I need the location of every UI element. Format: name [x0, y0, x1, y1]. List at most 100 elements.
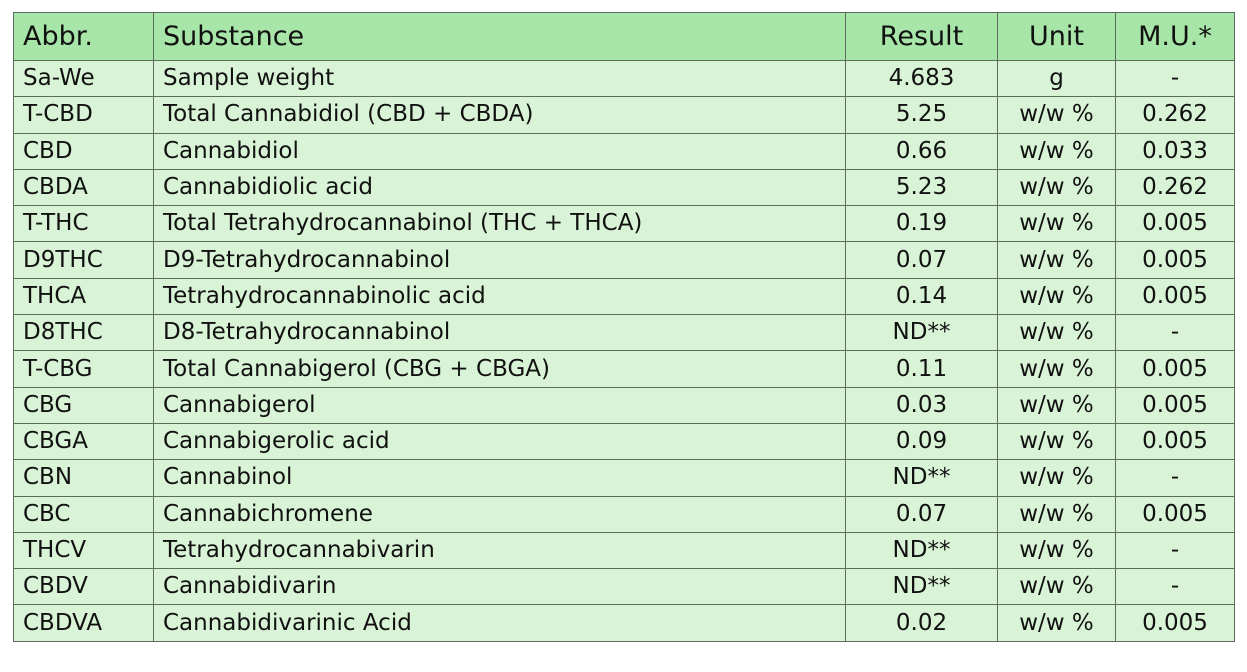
- cell-result: 0.02: [845, 604, 998, 642]
- header-result: Result: [845, 12, 998, 61]
- cell-substance: Total Tetrahydrocannabinol (THC + THCA): [153, 205, 846, 243]
- cell-unit: w/w %: [997, 459, 1116, 497]
- cell-unit: w/w %: [997, 132, 1116, 170]
- cell-mu: 0.033: [1115, 132, 1235, 170]
- table-row: CBN Cannabinol ND** w/w % -: [13, 459, 1235, 497]
- cell-abbr: CBG: [13, 386, 154, 424]
- cell-substance: Cannabichromene: [153, 495, 846, 533]
- cell-abbr: CBDVA: [13, 604, 154, 642]
- cell-result: ND**: [845, 531, 998, 570]
- cell-substance: Cannabinol: [153, 459, 846, 497]
- cell-unit: w/w %: [997, 386, 1116, 424]
- table-row: D9THC D9-Tetrahydrocannabinol 0.07 w/w % 0.0…: [13, 241, 1235, 279]
- cell-mu: 0.005: [1115, 277, 1235, 316]
- cell-result: 4.683: [845, 59, 998, 98]
- table-row: THCA Tetrahydrocannabinolic acid 0.14 w/w %…: [13, 277, 1235, 316]
- cell-substance: Tetrahydrocannabinolic acid: [153, 277, 846, 316]
- cell-mu: -: [1115, 531, 1235, 570]
- cell-unit: g: [997, 59, 1116, 98]
- cell-unit: w/w %: [997, 568, 1116, 606]
- cell-mu: 0.262: [1115, 168, 1235, 207]
- cell-substance: Total Cannabidiol (CBD + CBDA): [153, 96, 846, 134]
- cell-unit: w/w %: [997, 531, 1116, 570]
- cell-substance: Cannabigerolic acid: [153, 422, 846, 461]
- cell-unit: w/w %: [997, 168, 1116, 207]
- cell-unit: w/w %: [997, 350, 1116, 388]
- cell-abbr: T-CBD: [13, 96, 154, 134]
- cell-abbr: THCV: [13, 531, 154, 570]
- cell-result: 0.66: [845, 132, 998, 170]
- cell-mu: -: [1115, 568, 1235, 606]
- cell-mu: 0.262: [1115, 96, 1235, 134]
- cell-mu: 0.005: [1115, 350, 1235, 388]
- header-mu: M.U.*: [1115, 12, 1235, 61]
- table-row: THCV Tetrahydrocannabivarin ND** w/w % -: [13, 531, 1235, 570]
- cell-substance: Cannabigerol: [153, 386, 846, 424]
- table-row: CBC Cannabichromene 0.07 w/w % 0.005: [13, 495, 1235, 533]
- cell-result: 0.19: [845, 205, 998, 243]
- cell-abbr: CBGA: [13, 422, 154, 461]
- cell-substance: Total Cannabigerol (CBG + CBGA): [153, 350, 846, 388]
- cell-substance: Cannabidiol: [153, 132, 846, 170]
- header-abbr: Abbr.: [13, 12, 154, 61]
- results-sheet: Abbr. Substance Result Unit M.U.* Sa-We S…: [13, 12, 1235, 642]
- table-row: CBDVA Cannabidivarinic Acid 0.02 w/w % 0.005: [13, 604, 1235, 642]
- cell-mu: 0.005: [1115, 422, 1235, 461]
- cell-unit: w/w %: [997, 96, 1116, 134]
- cell-result: 0.14: [845, 277, 998, 316]
- cell-substance: Tetrahydrocannabivarin: [153, 531, 846, 570]
- table-row: CBGA Cannabigerolic acid 0.09 w/w % 0.005: [13, 422, 1235, 461]
- cell-abbr: CBN: [13, 459, 154, 497]
- cell-abbr: T-THC: [13, 205, 154, 243]
- table-row: T-CBG Total Cannabigerol (CBG + CBGA) 0.11…: [13, 350, 1235, 388]
- cannabinoid-results-table: Abbr. Substance Result Unit M.U.* Sa-We S…: [13, 12, 1235, 642]
- cell-substance: Cannabidivarin: [153, 568, 846, 606]
- cell-result: 5.25: [845, 96, 998, 134]
- cell-result: ND**: [845, 568, 998, 606]
- table-row: D8THC D8-Tetrahydrocannabinol ND** w/w % -: [13, 314, 1235, 352]
- cell-unit: w/w %: [997, 422, 1116, 461]
- cell-result: 0.03: [845, 386, 998, 424]
- cell-mu: 0.005: [1115, 241, 1235, 279]
- cell-mu: -: [1115, 459, 1235, 497]
- cell-mu: 0.005: [1115, 386, 1235, 424]
- cell-substance: Sample weight: [153, 59, 846, 98]
- cell-mu: 0.005: [1115, 604, 1235, 642]
- cell-mu: -: [1115, 314, 1235, 352]
- cell-substance: Cannabidiolic acid: [153, 168, 846, 207]
- cell-result: ND**: [845, 314, 998, 352]
- cell-unit: w/w %: [997, 241, 1116, 279]
- cell-abbr: CBDV: [13, 568, 154, 606]
- cell-abbr: CBD: [13, 132, 154, 170]
- cell-unit: w/w %: [997, 495, 1116, 533]
- cell-substance: D8-Tetrahydrocannabinol: [153, 314, 846, 352]
- cell-result: 5.23: [845, 168, 998, 207]
- table-row: CBDA Cannabidiolic acid 5.23 w/w % 0.262: [13, 168, 1235, 207]
- cell-result: 0.11: [845, 350, 998, 388]
- cell-substance: D9-Tetrahydrocannabinol: [153, 241, 846, 279]
- cell-mu: -: [1115, 59, 1235, 98]
- table-row: Sa-We Sample weight 4.683 g -: [13, 59, 1235, 98]
- table-row: CBG Cannabigerol 0.03 w/w % 0.005: [13, 386, 1235, 424]
- cell-abbr: CBC: [13, 495, 154, 533]
- table-row: T-THC Total Tetrahydrocannabinol (THC + T…: [13, 205, 1235, 243]
- cell-result: 0.07: [845, 495, 998, 533]
- header-row: Abbr. Substance Result Unit M.U.*: [13, 12, 1235, 61]
- cell-unit: w/w %: [997, 604, 1116, 642]
- cell-unit: w/w %: [997, 205, 1116, 243]
- cell-abbr: D9THC: [13, 241, 154, 279]
- cell-mu: 0.005: [1115, 205, 1235, 243]
- cell-unit: w/w %: [997, 277, 1116, 316]
- header-unit: Unit: [997, 12, 1116, 61]
- header-substance: Substance: [153, 12, 846, 61]
- table-row: T-CBD Total Cannabidiol (CBD + CBDA) 5.25 w…: [13, 96, 1235, 134]
- cell-mu: 0.005: [1115, 495, 1235, 533]
- cell-result: 0.07: [845, 241, 998, 279]
- cell-abbr: T-CBG: [13, 350, 154, 388]
- cell-substance: Cannabidivarinic Acid: [153, 604, 846, 642]
- table-row: CBD Cannabidiol 0.66 w/w % 0.033: [13, 132, 1235, 170]
- table-body: Sa-We Sample weight 4.683 g - T-CBD Total Cann…: [13, 59, 1235, 642]
- cell-unit: w/w %: [997, 314, 1116, 352]
- cell-abbr: Sa-We: [13, 59, 154, 98]
- table-row: CBDV Cannabidivarin ND** w/w % -: [13, 568, 1235, 606]
